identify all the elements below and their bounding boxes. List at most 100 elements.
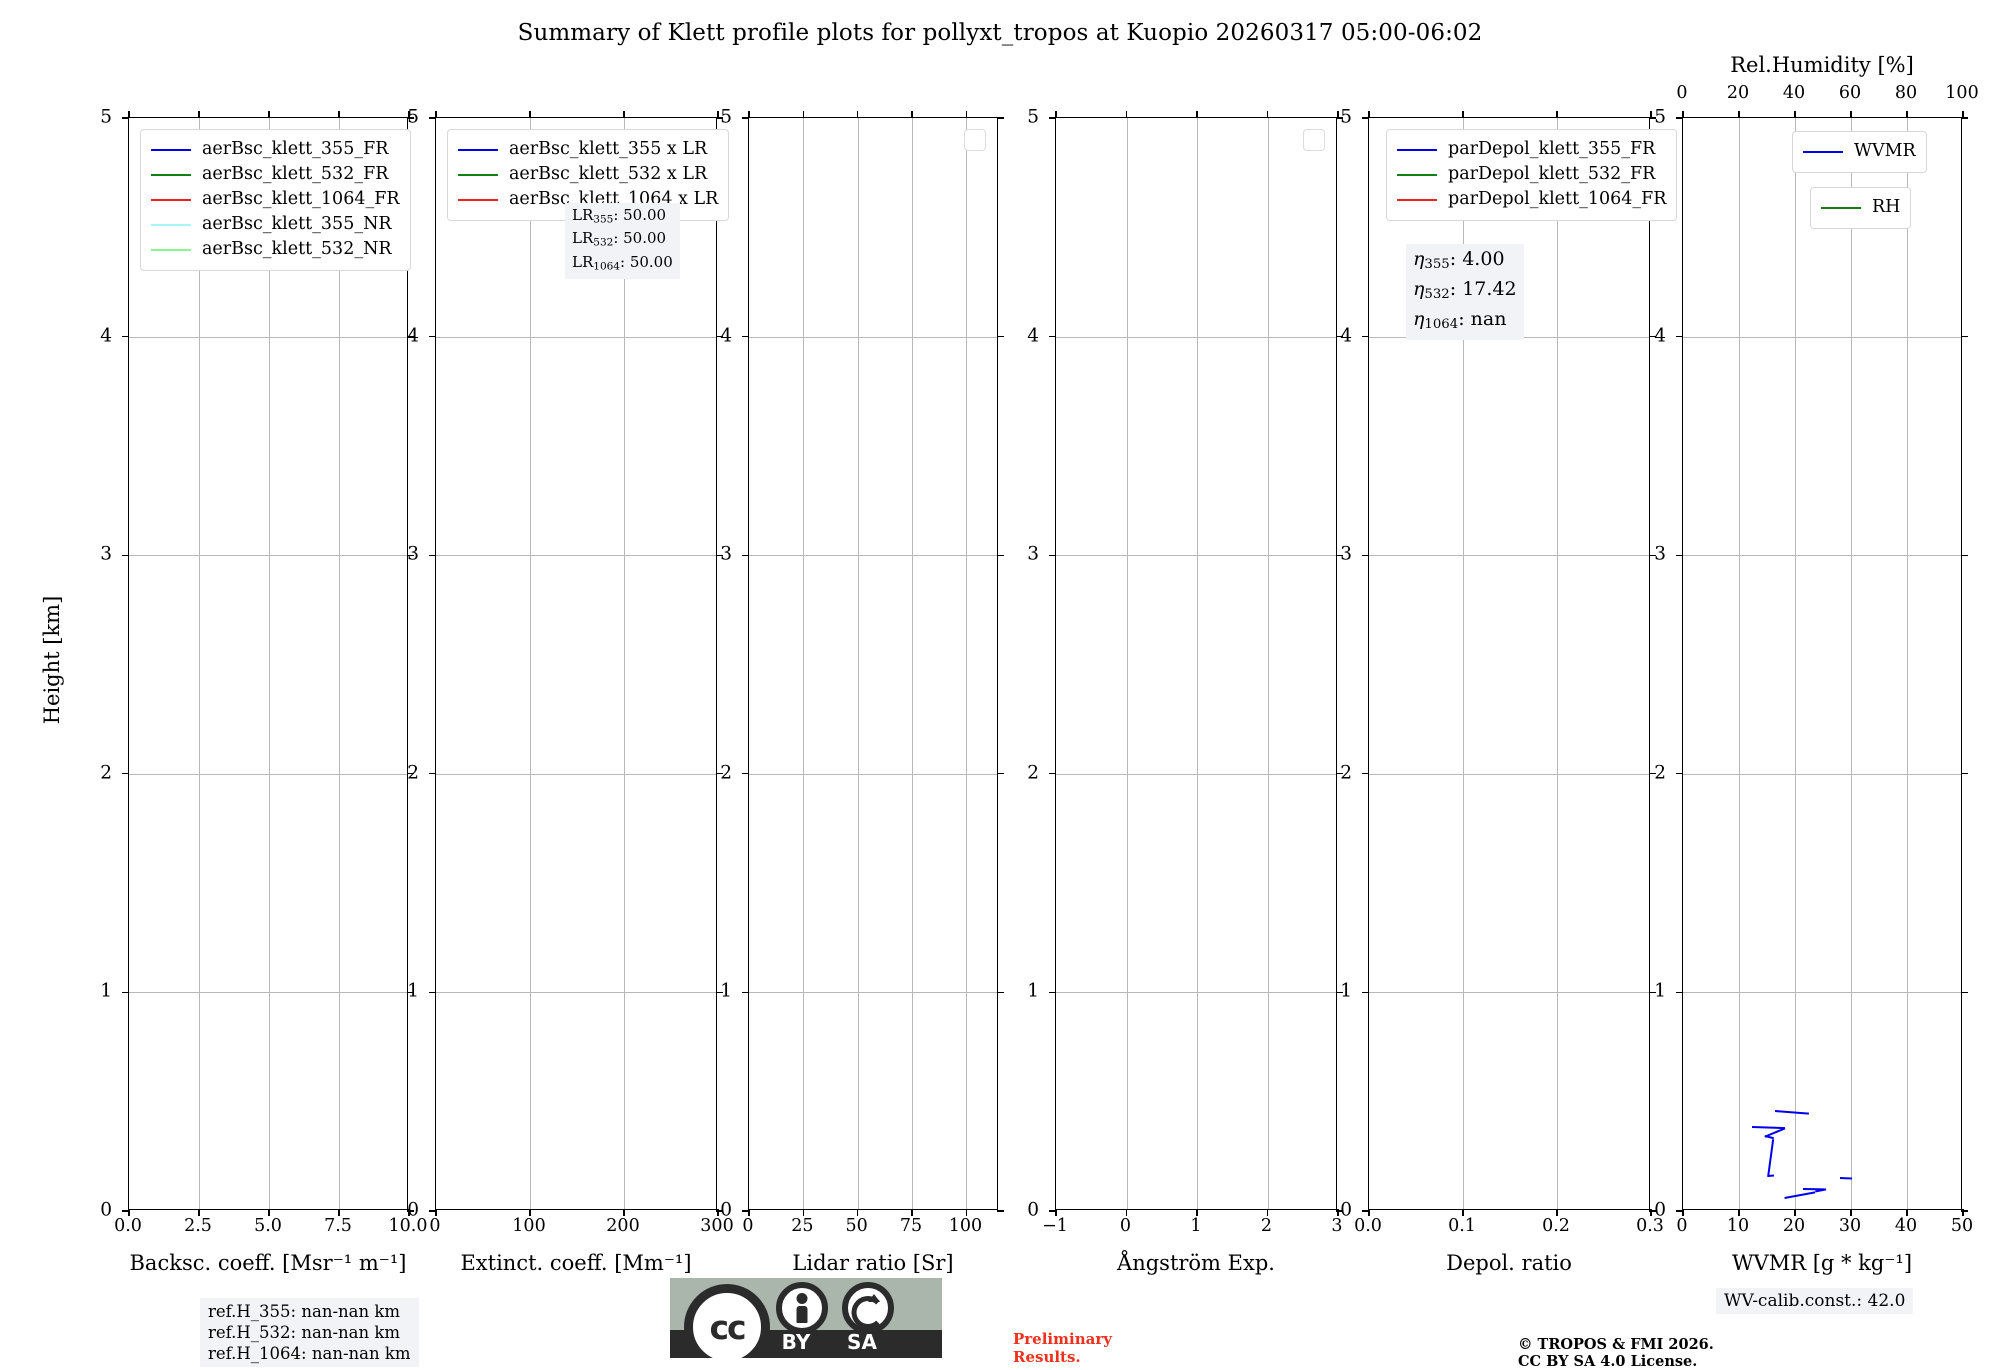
legend-line-swatch: [151, 148, 191, 151]
cc-by-label: BY: [781, 1330, 811, 1354]
legend-line-swatch: [151, 248, 191, 251]
y-tick: [997, 1210, 1004, 1212]
x-tick: [268, 111, 270, 118]
legend-line-swatch: [1803, 150, 1843, 153]
y-tick: [1362, 991, 1369, 994]
x-tick: [965, 1209, 968, 1216]
cc-logo-icon: cc: [684, 1284, 770, 1358]
legend-line-swatch: [1397, 198, 1437, 201]
top-x-tick-label: 40: [1782, 83, 1806, 103]
legend-label: aerBsc_klett_532_NR: [202, 239, 392, 259]
y-tick: [1676, 1210, 1683, 1212]
y-tick: [1649, 1210, 1656, 1212]
x-tick-label: 50: [1950, 1216, 1974, 1236]
y-tick: [716, 1210, 723, 1212]
y-tick: [716, 117, 723, 119]
y-tick-label: 2: [1340, 762, 1352, 784]
top-x-tick: [1738, 111, 1740, 118]
gridline-v: [199, 118, 200, 1209]
copyright-note: © TROPOS & FMI 2026. CC BY SA 4.0 Licens…: [1518, 1336, 1714, 1370]
x-tick: [408, 1209, 410, 1216]
y-tick-label: 2: [407, 762, 419, 784]
plot-panel-depol-ratio: 0 1 2 3 4 5 0.0 0.1 0.2 0.3 Depol. ratio parDepol_k…: [1340, 107, 1678, 1275]
gridline-v: [1267, 118, 1269, 1209]
y-tick-label: 5: [407, 106, 419, 128]
preliminary-line-1: Preliminary: [1013, 1330, 1112, 1348]
y-tick: [122, 117, 129, 119]
x-tick: [911, 1209, 913, 1216]
gridline-h: [129, 336, 407, 338]
y-tick-label: 0: [720, 1199, 732, 1221]
x-tick: [1196, 111, 1198, 118]
y-tick-label: 0: [1027, 1199, 1039, 1221]
x-tick-label: 0: [1676, 1216, 1688, 1236]
data-segment: [1775, 1110, 1810, 1116]
legend-row: aerBsc_klett_355 x LR: [458, 137, 718, 162]
y-axis-title: Height [km]: [40, 595, 64, 725]
y-tick-label: 0: [1654, 1199, 1666, 1221]
y-tick-label: 4: [1654, 325, 1666, 347]
y-tick-label: 3: [407, 543, 419, 565]
ref-height-1064: ref.H_1064: nan-nan km: [208, 1344, 411, 1363]
gridline-v: [966, 118, 968, 1209]
y-tick-label: 2: [100, 762, 112, 784]
legend-row: aerBsc_klett_355_NR: [151, 212, 400, 237]
x-tick: [128, 1209, 130, 1216]
y-tick: [1649, 773, 1656, 775]
cc-sa-share-alike-icon: [842, 1282, 894, 1334]
y-tick: [1049, 773, 1056, 775]
y-tick-label: 4: [720, 325, 732, 347]
x-axis-title-extinction: Extinct. coeff. [Mm⁻¹]: [460, 1251, 692, 1275]
gridline-v: [624, 118, 625, 1209]
x-tick-label: 1: [1190, 1216, 1202, 1236]
x-tick-label: 7.5: [324, 1216, 352, 1236]
x-axis-title-angstrom: Ångström Exp.: [1117, 1251, 1275, 1275]
x-tick-label: 100: [948, 1216, 983, 1236]
annotation-row: LR1064: 50.00: [572, 252, 673, 272]
gridline-h: [1056, 336, 1336, 338]
y-tick: [1336, 991, 1343, 994]
x-tick: [1650, 1209, 1652, 1216]
x-tick: [623, 1209, 625, 1216]
y-tick: [1961, 554, 1968, 556]
x-tick-label: 10: [1726, 1216, 1750, 1236]
legend-label: parDepol_klett_355_FR: [1448, 139, 1656, 159]
legend-row: aerBsc_klett_532_NR: [151, 237, 400, 262]
y-tick: [1649, 335, 1656, 338]
y-tick-label: 5: [1654, 106, 1666, 128]
y-tick-label: 5: [100, 106, 112, 128]
x-tick-label: 2.5: [184, 1216, 212, 1236]
empty-legend-box: [964, 129, 986, 151]
x-tick: [1738, 1209, 1740, 1216]
gridline-h: [436, 336, 716, 338]
y-tick: [716, 773, 723, 775]
data-segment: [1814, 1188, 1827, 1193]
legend-line-swatch: [151, 223, 191, 226]
y-tick: [1961, 117, 1968, 119]
legend-line-swatch: [458, 173, 498, 176]
gridline-h: [436, 773, 716, 775]
x-tick: [623, 111, 625, 118]
legend-line-swatch: [1821, 206, 1861, 209]
y-tick: [1362, 335, 1369, 338]
x-tick: [1650, 111, 1652, 118]
y-tick: [1961, 335, 1968, 338]
x-tick: [1794, 1209, 1796, 1216]
gridline-h: [749, 555, 997, 557]
x-tick-label: 0.3: [1636, 1216, 1664, 1236]
y-tick: [407, 991, 414, 994]
y-tick: [1049, 991, 1056, 994]
gridline-h: [129, 992, 407, 994]
y-tick: [1362, 1210, 1369, 1212]
x-tick: [1337, 111, 1339, 118]
gridline-h: [129, 773, 407, 775]
x-tick-label: 25: [791, 1216, 814, 1236]
legend-label: parDepol_klett_1064_FR: [1448, 189, 1667, 209]
x-tick: [717, 1209, 719, 1216]
top-x-tick-label: 20: [1726, 83, 1750, 103]
gridline-h: [1369, 773, 1649, 775]
y-tick-label: 1: [720, 980, 732, 1002]
x-tick: [856, 111, 859, 118]
x-tick: [911, 111, 913, 118]
x-tick: [1337, 1209, 1339, 1216]
